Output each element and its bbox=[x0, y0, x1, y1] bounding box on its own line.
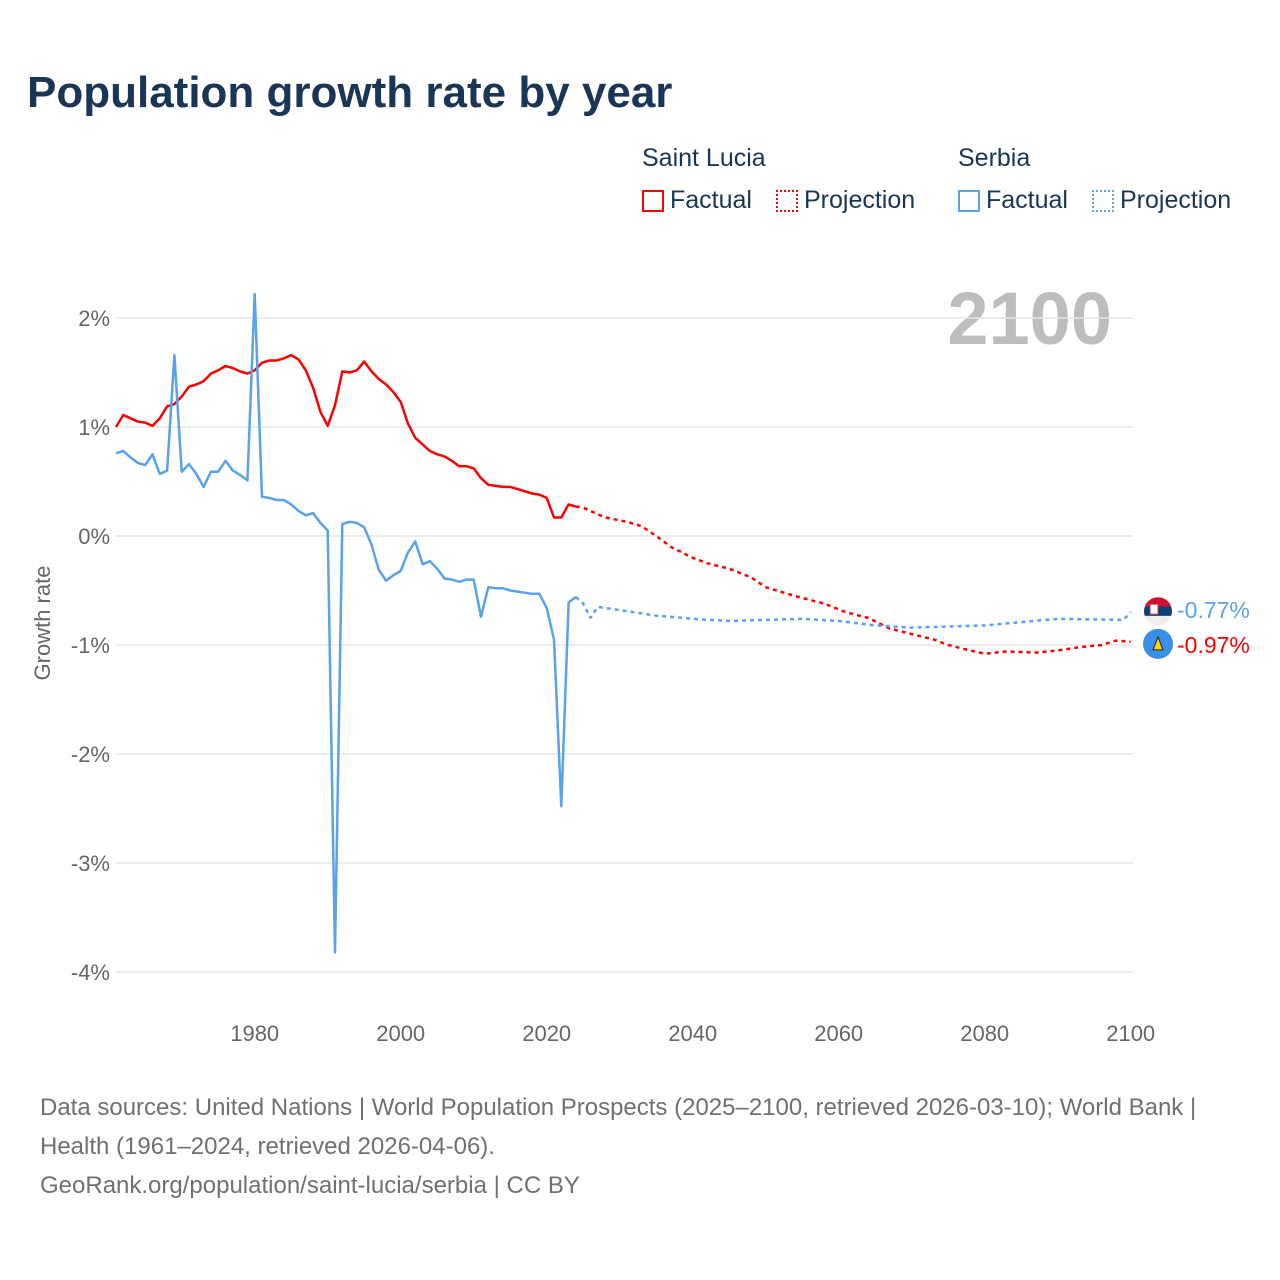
legend-serbia-projection[interactable]: Projection bbox=[1092, 186, 1231, 215]
legend-serbia-factual[interactable]: Factual bbox=[958, 186, 1068, 215]
y-tick-label: 0% bbox=[78, 524, 110, 549]
legend-group-saint-lucia: Saint Lucia bbox=[642, 144, 766, 172]
x-tick-label: 2100 bbox=[1106, 1021, 1155, 1046]
source-line: Data sources: United Nations | World Pop… bbox=[40, 1094, 1197, 1160]
y-tick-label: 2% bbox=[78, 306, 110, 331]
saint-lucia-end-label: -0.97% bbox=[1177, 632, 1250, 658]
legend-swatch bbox=[1092, 189, 1114, 212]
x-tick-label: 2020 bbox=[522, 1021, 571, 1046]
legend-saint-lucia-projection[interactable]: Projection bbox=[776, 186, 915, 215]
series-line-serbia-projection bbox=[575, 596, 1132, 629]
chart-title: Population growth rate by year bbox=[27, 68, 673, 117]
x-tick-label: 2080 bbox=[960, 1021, 1009, 1046]
x-tick-label: 2000 bbox=[376, 1021, 425, 1046]
y-tick-label: -3% bbox=[71, 851, 110, 876]
y-tick-label: -2% bbox=[71, 742, 110, 767]
y-tick-label: -4% bbox=[71, 960, 110, 985]
y-tick-label: -1% bbox=[71, 633, 110, 658]
x-tick-label: 2040 bbox=[668, 1021, 717, 1046]
legend-swatch bbox=[642, 189, 664, 212]
legend-swatch bbox=[776, 189, 798, 212]
series-line-saint-lucia-factual bbox=[114, 353, 577, 519]
y-tick-label: 1% bbox=[78, 415, 110, 440]
series-line-serbia-factual bbox=[115, 292, 577, 954]
legend-swatch bbox=[958, 189, 980, 212]
series-line-saint-lucia-projection bbox=[575, 505, 1131, 655]
y-axis-label: Growth rate bbox=[30, 566, 55, 681]
x-tick-label: 1980 bbox=[230, 1021, 279, 1046]
legend-group-serbia: Serbia bbox=[958, 144, 1031, 172]
legend-label: Factual bbox=[986, 186, 1068, 214]
serbia-flag-icon bbox=[1144, 597, 1172, 626]
legend-label: Projection bbox=[804, 186, 916, 214]
source-note: Data sources: United Nations | World Pop… bbox=[40, 1088, 1240, 1205]
legend-label: Factual bbox=[670, 186, 752, 214]
source-url[interactable]: GeoRank.org/population/saint-lucia/serbi… bbox=[40, 1172, 580, 1199]
legend-saint-lucia-factual[interactable]: Factual bbox=[642, 186, 752, 215]
legend-label: Projection bbox=[1120, 186, 1232, 214]
serbia-end-label: -0.77% bbox=[1177, 597, 1250, 623]
saint-lucia-flag-triangle bbox=[1152, 635, 1164, 651]
x-tick-label: 2060 bbox=[814, 1021, 863, 1046]
